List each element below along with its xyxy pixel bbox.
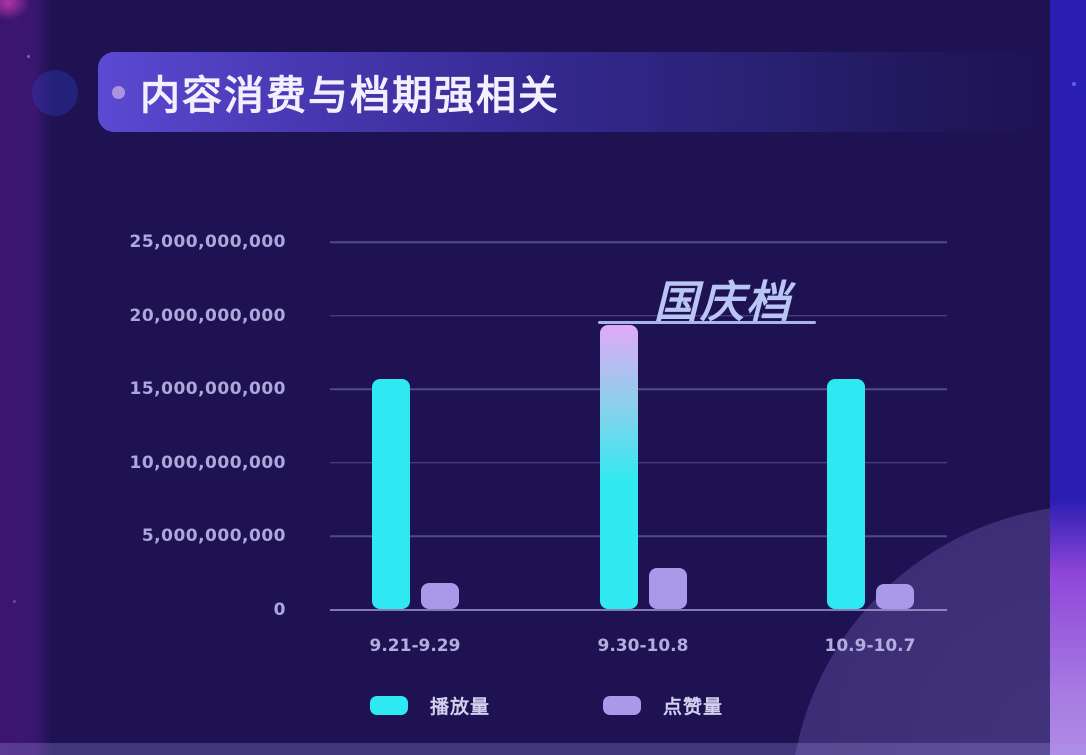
y-axis-tick: 5,000,000,000 xyxy=(141,526,286,547)
bottom-strip xyxy=(0,743,1086,755)
title-banner: 内容消费与档期强相关 xyxy=(98,52,1050,132)
x-axis-tick: 9.30-10.8 xyxy=(597,636,689,656)
x-axis-labels: 9.21-9.29 9.30-10.8 10.9-10.7 xyxy=(330,636,947,666)
y-axis-labels: 25,000,000,000 20,000,000,000 15,000,000,0… xyxy=(60,232,286,620)
annotation-underline xyxy=(598,321,816,324)
legend-item-likes: 点赞量 xyxy=(603,692,723,719)
star-dot xyxy=(1072,82,1076,86)
bar-series0-cat1 xyxy=(599,325,638,609)
y-axis-tick: 15,000,000,000 xyxy=(129,379,286,400)
bar-series1-cat0 xyxy=(420,583,459,609)
bar-series0-cat0 xyxy=(371,379,410,609)
bar-series1-cat1 xyxy=(648,568,687,609)
page-title: 内容消费与档期强相关 xyxy=(140,73,560,119)
legend-label-plays: 播放量 xyxy=(430,696,491,718)
gridline xyxy=(330,535,947,538)
gridline xyxy=(330,314,947,317)
x-axis-line xyxy=(330,609,947,611)
x-axis-tick: 10.9-10.7 xyxy=(824,636,916,656)
star-dot xyxy=(13,600,16,603)
chart-legend: 播放量 点赞量 xyxy=(0,692,1086,722)
gridline xyxy=(330,241,947,243)
y-axis-tick: 0 xyxy=(273,600,286,620)
plot-area xyxy=(330,241,947,611)
star-dot xyxy=(27,55,30,58)
gridline xyxy=(330,388,947,390)
legend-swatch-plays xyxy=(370,696,408,715)
right-accent-band xyxy=(1050,0,1086,755)
annotation-national-day: 国庆档 xyxy=(654,277,792,328)
gridline xyxy=(330,462,947,464)
small-circle xyxy=(32,70,78,116)
bar-series0-cat2 xyxy=(826,379,865,609)
left-edge-strip xyxy=(0,0,52,755)
bullet-icon xyxy=(112,86,125,99)
bar-series1-cat2 xyxy=(875,584,914,609)
legend-label-likes: 点赞量 xyxy=(663,696,724,718)
corner-glow xyxy=(0,0,30,20)
y-axis-tick: 20,000,000,000 xyxy=(129,305,286,326)
y-axis-tick: 10,000,000,000 xyxy=(129,452,286,473)
legend-item-plays: 播放量 xyxy=(370,692,490,719)
x-axis-tick: 9.21-9.29 xyxy=(369,636,461,656)
legend-swatch-likes xyxy=(603,696,641,715)
y-axis-tick: 25,000,000,000 xyxy=(129,232,286,252)
